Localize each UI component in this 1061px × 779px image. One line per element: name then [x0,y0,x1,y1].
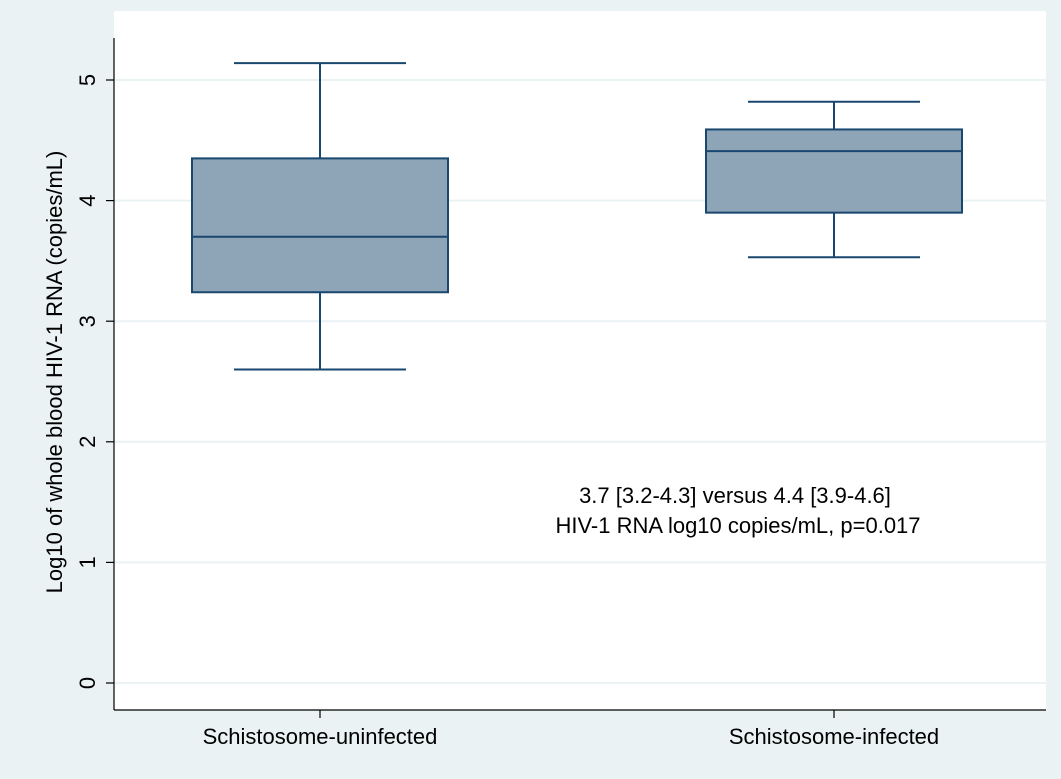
y-tick-label-1: 1 [75,556,100,568]
plot-area [114,11,1046,710]
box-1 [191,62,449,371]
x-tick-label-1: Schistosome-uninfected [203,724,438,749]
y-tick-label-2: 2 [75,436,100,448]
annotation-line-1: 3.7 [3.2-4.3] versus 4.4 [3.9-4.6] [579,483,891,508]
y-tick-label-3: 3 [75,315,100,327]
y-tick-label-5: 5 [75,74,100,86]
iqr-box [191,157,449,294]
iqr-box [705,128,963,214]
y-ticks: 0 1 2 3 4 5 [75,74,114,689]
axes [113,38,1046,711]
annotation-line-2: HIV-1 RNA log10 copies/mL, p=0.017 [555,513,920,538]
box-2 [705,100,963,259]
annotation: 3.7 [3.2-4.3] versus 4.4 [3.9-4.6] HIV-1… [555,483,920,538]
gridlines [114,79,1046,684]
boxes [191,62,963,371]
y-tick-label-4: 4 [75,194,100,206]
x-tick-labels: Schistosome-uninfected Schistosome-infect… [203,710,939,749]
y-axis-label: Log10 of whole blood HIV-1 RNA (copies/m… [42,151,67,594]
x-tick-label-2: Schistosome-infected [729,724,939,749]
y-tick-label-0: 0 [75,677,100,689]
